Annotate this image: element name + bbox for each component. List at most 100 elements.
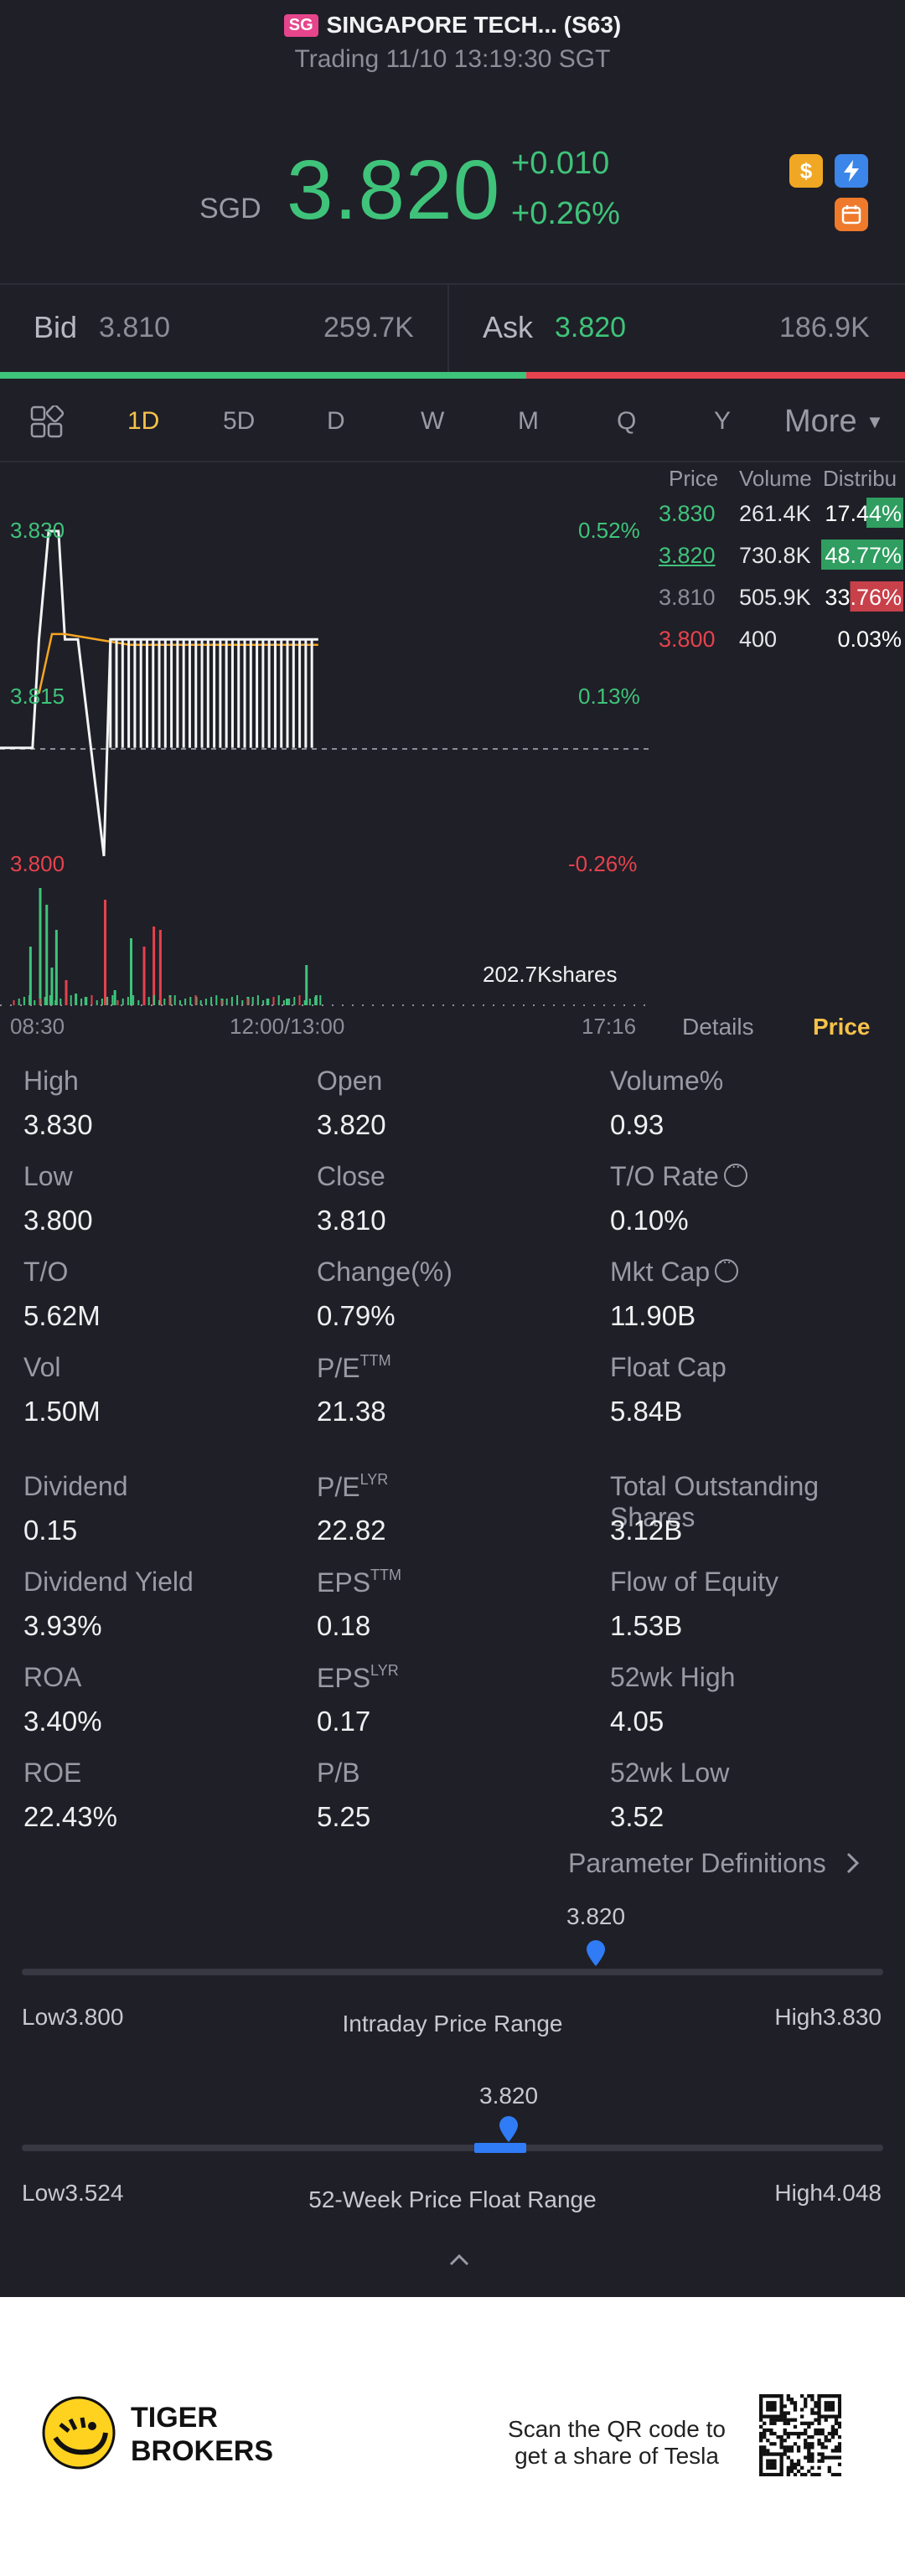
scan-text: Scan the QR code to get a share of Tesla	[508, 2416, 726, 2469]
y-label-low: 3.800	[10, 851, 65, 876]
volume-bar	[236, 995, 239, 1005]
volume-bar	[153, 995, 155, 1005]
ask-label: Ask	[483, 310, 534, 344]
volume-bar	[137, 1000, 140, 1005]
y-label-mid: 3.815	[10, 684, 65, 709]
volume-bar	[111, 995, 114, 1005]
volume-bar	[65, 980, 68, 1005]
ob-volume: 505.9K	[739, 585, 811, 610]
triangle-down-icon: ▼	[866, 411, 884, 432]
volume-bar	[18, 999, 20, 1005]
volume-bar	[75, 994, 78, 1005]
tab-more[interactable]: More ▼	[784, 404, 884, 440]
stat-label: Vol	[23, 1352, 60, 1383]
grid-icon[interactable]	[30, 405, 64, 439]
stat-label-text: 52wk Low	[610, 1758, 730, 1788]
intraday-low: Low3.800	[22, 2004, 124, 2030]
stat-label: 52wk High	[610, 1662, 735, 1693]
tab-q[interactable]: Q	[617, 407, 637, 435]
volume-bar	[54, 1000, 57, 1005]
stat-value: 21.38	[317, 1396, 386, 1427]
order-book-row[interactable]: 3.800 400 0.03%	[654, 622, 905, 655]
divider	[447, 285, 449, 377]
ob-price: 3.820	[659, 543, 716, 568]
volume-bar	[153, 927, 156, 1005]
brand-name: TIGER BROKERS	[131, 2401, 273, 2468]
intraday-chart[interactable]	[0, 462, 654, 1015]
volume-bar	[225, 999, 228, 1005]
ob-volume: 400	[739, 627, 778, 652]
market-badge: SG	[283, 14, 318, 37]
stat-value: 1.53B	[610, 1610, 683, 1641]
stat-label-text: Mkt Cap	[610, 1257, 711, 1287]
volume-bar	[314, 997, 317, 1005]
info-icon[interactable]	[715, 1253, 739, 1283]
qr-code-icon[interactable]	[759, 2394, 841, 2476]
tab-1d[interactable]: 1D	[127, 407, 160, 435]
calendar-icon[interactable]	[835, 198, 868, 231]
volume-bar	[44, 997, 46, 1005]
stat-label-text: ROE	[23, 1758, 82, 1788]
order-book-row[interactable]: 3.830 261.4K 17.44%	[654, 496, 905, 529]
stat-label: T/O Rate	[610, 1158, 747, 1192]
tab-d[interactable]: D	[327, 407, 345, 435]
tab-w[interactable]: W	[421, 407, 445, 435]
stat-value: 3.12B	[610, 1515, 683, 1546]
chevron-up-icon[interactable]	[449, 2250, 469, 2270]
stat-value: 0.17	[317, 1706, 371, 1737]
lightning-icon[interactable]	[835, 154, 868, 188]
tab-y[interactable]: Y	[714, 407, 732, 435]
volume-bar	[246, 999, 249, 1005]
tab-price[interactable]: Price	[813, 1014, 871, 1040]
tiger-logo-icon	[42, 2396, 116, 2470]
order-book-row[interactable]: 3.820 730.8K 48.77%	[654, 538, 905, 571]
ob-header-price: Price	[669, 466, 719, 491]
week52-low: Low3.524	[22, 2180, 124, 2206]
promo-footer: TIGER BROKERS Scan the QR code to get a …	[0, 2297, 905, 2576]
y-pct-mid: 0.13%	[578, 684, 640, 709]
bid-ask-bar: Bid 3.810 259.7K Ask 3.820 186.9K	[0, 283, 905, 377]
volume-bar	[220, 1000, 223, 1005]
volume-bar	[116, 1000, 119, 1005]
volume-bar	[319, 995, 322, 1005]
volume-bar	[104, 900, 106, 1005]
volume-bar	[127, 997, 129, 1005]
stat-label: Float Cap	[610, 1352, 727, 1383]
stat-label-text: Dividend Yield	[23, 1567, 194, 1597]
stat-label-sup: LYR	[359, 1471, 389, 1488]
volume-bar	[272, 997, 275, 1005]
parameter-definitions-link[interactable]: Parameter Definitions	[568, 1848, 862, 1879]
stat-label: EPSTTM	[317, 1567, 401, 1598]
dollar-icon[interactable]: $	[789, 154, 823, 188]
stat-value: 4.05	[610, 1706, 665, 1737]
bid-ratio-bar	[0, 372, 526, 379]
stat-value: 3.93%	[23, 1610, 102, 1641]
stock-title[interactable]: SG SINGAPORE TECH... (S63)	[0, 12, 905, 39]
volume-bar	[59, 999, 62, 1005]
tab-5d[interactable]: 5D	[223, 407, 256, 435]
order-book-row[interactable]: 3.810 505.9K 33.76%	[654, 580, 905, 613]
tab-details[interactable]: Details	[682, 1014, 754, 1040]
stat-value: 11.90B	[610, 1300, 696, 1331]
volume-bar	[28, 947, 32, 1005]
intraday-high: High3.830	[774, 2004, 882, 2030]
intraday-current: 3.820	[566, 1903, 626, 1929]
volume-bar	[256, 995, 259, 1005]
stat-value: 3.810	[317, 1205, 386, 1236]
stat-label-text: EPS	[317, 1567, 371, 1598]
volume-bar	[189, 997, 192, 1005]
volume-bar	[85, 997, 88, 1005]
volume-bar	[210, 997, 213, 1005]
ob-header-volume: Volume	[739, 466, 812, 491]
info-icon[interactable]	[723, 1158, 747, 1187]
volume-bar	[204, 999, 207, 1005]
ask-price: 3.820	[555, 312, 627, 343]
volume-bar	[23, 997, 25, 1005]
volume-bar	[168, 997, 171, 1005]
volume-bar	[142, 947, 146, 1005]
volume-bar	[314, 995, 318, 1005]
stat-value: 5.25	[317, 1801, 371, 1832]
tab-m[interactable]: M	[518, 407, 539, 435]
volume-bar	[158, 1000, 161, 1005]
volume-bar	[293, 997, 296, 1005]
